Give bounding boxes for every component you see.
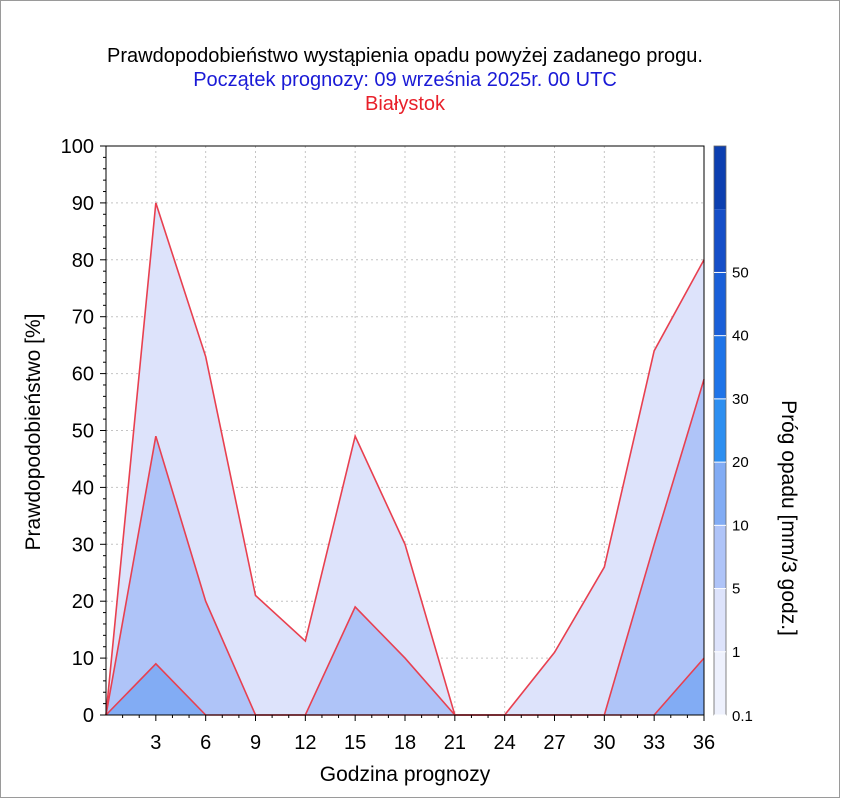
area-threshold-5 <box>106 658 704 715</box>
colorbar-segment <box>714 272 726 336</box>
y-axis-title: Prawdopodobieństwo [%] <box>22 314 45 551</box>
colorbar-title: Próg opadu [mm/3 godz.] <box>777 400 800 636</box>
threshold-colorbar: 0.1 1 5 10 20 30 40 50 <box>713 145 753 725</box>
x-tick-label: 36 <box>693 732 715 754</box>
colorbar-segment <box>714 398 726 463</box>
y-tick-label: 100 <box>61 136 94 158</box>
forecast-start-subtitle: Początek prognozy: 09 września 2025r. 00… <box>193 69 617 91</box>
y-tick-label: 70 <box>72 307 94 329</box>
x-tick-label: 27 <box>543 732 565 754</box>
x-tick-label: 3 <box>150 732 161 754</box>
y-tick-label: 10 <box>72 648 94 670</box>
colorbar-tick-label: 20 <box>732 454 749 471</box>
y-tick-label: 80 <box>72 250 94 272</box>
chart-title: Prawdopodobieństwo wystąpienia opadu pow… <box>107 45 703 67</box>
x-tick-label: 12 <box>294 732 316 754</box>
station-name: Białystok <box>365 93 446 115</box>
y-tick-label: 90 <box>72 193 94 215</box>
colorbar-segment <box>714 588 726 652</box>
y-tick-label: 60 <box>72 364 94 386</box>
colorbar-tick-label: 40 <box>732 328 749 345</box>
colorbar-segment <box>714 462 726 526</box>
y-tick-label: 20 <box>72 591 94 613</box>
x-tick-label: 24 <box>494 732 516 754</box>
x-tick-label: 18 <box>394 732 416 754</box>
x-tick-label: 9 <box>250 732 261 754</box>
colorbar-tick-label: 10 <box>732 517 749 534</box>
colorbar-segment <box>714 146 726 210</box>
y-tick-label: 40 <box>72 477 94 499</box>
colorbar-segment <box>714 525 726 589</box>
x-tick-label: 6 <box>200 732 211 754</box>
x-tick-label: 30 <box>593 732 615 754</box>
x-axis-title: Godzina prognozy <box>320 763 491 786</box>
colorbar-tick-label: 0.1 <box>732 708 753 725</box>
colorbar-tick-label: 50 <box>732 264 749 281</box>
line-threshold-0.1 <box>105 202 705 716</box>
colorbar-segment <box>714 209 726 273</box>
y-tick-label: 0 <box>83 705 94 727</box>
x-tick-label: 33 <box>643 732 665 754</box>
colorbar-segment <box>714 651 726 715</box>
colorbar-segment <box>714 335 726 399</box>
x-tick-label: 21 <box>444 732 466 754</box>
colorbar-tick-label: 30 <box>732 391 749 408</box>
y-tick-label: 50 <box>72 421 94 443</box>
colorbar-tick-label: 1 <box>732 644 740 661</box>
colorbar-tick-label: 5 <box>732 581 740 598</box>
y-tick-label: 30 <box>72 534 94 556</box>
x-tick-label: 15 <box>344 732 366 754</box>
